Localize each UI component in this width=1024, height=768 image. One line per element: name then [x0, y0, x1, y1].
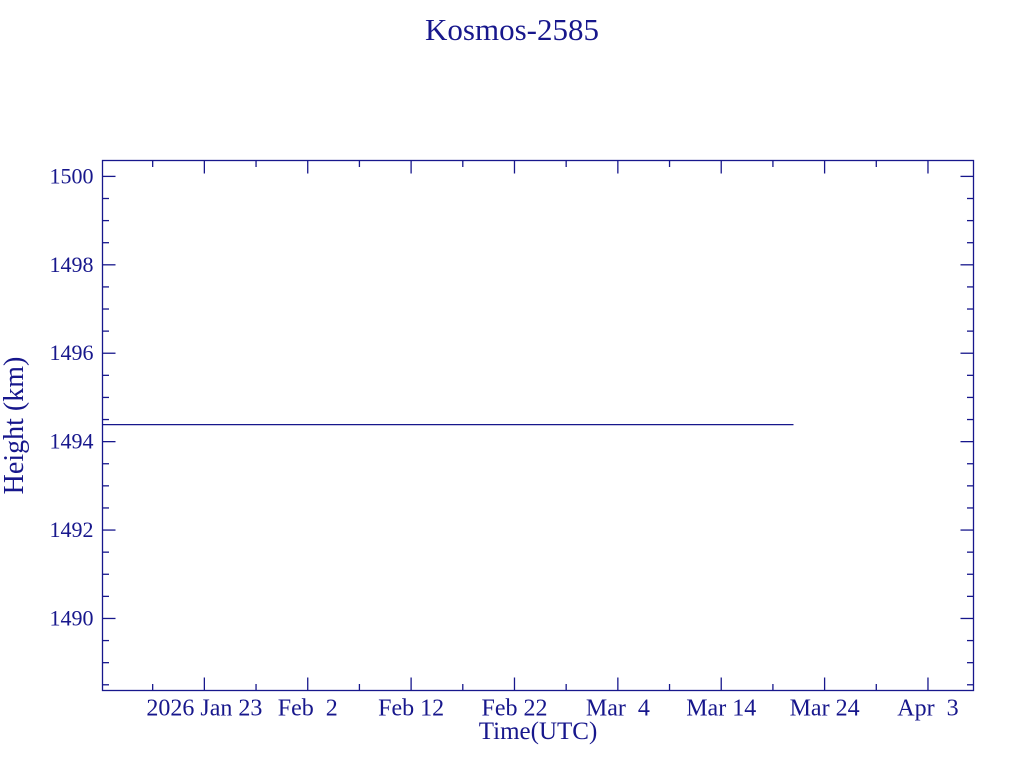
- svg-text:Feb 22: Feb 22: [481, 696, 547, 722]
- svg-text:Time(UTC): Time(UTC): [479, 718, 598, 745]
- svg-text:1498: 1498: [50, 252, 94, 277]
- svg-text:1494: 1494: [50, 429, 94, 454]
- svg-text:Mar 14: Mar 14: [686, 696, 756, 722]
- svg-text:Apr 3: Apr 3: [897, 696, 958, 722]
- svg-text:Mar 24: Mar 24: [790, 696, 860, 722]
- svg-text:Mar 4: Mar 4: [586, 696, 650, 722]
- svg-text:1492: 1492: [50, 517, 94, 542]
- svg-text:2026 Jan 23: 2026 Jan 23: [146, 696, 262, 722]
- svg-text:Feb 2: Feb 2: [278, 696, 338, 722]
- svg-text:Kosmos-2585: Kosmos-2585: [425, 12, 599, 47]
- svg-text:1490: 1490: [50, 605, 94, 630]
- svg-text:1496: 1496: [50, 340, 94, 365]
- svg-text:Feb 12: Feb 12: [378, 696, 444, 722]
- svg-text:Height (km): Height (km): [0, 357, 30, 495]
- svg-text:1500: 1500: [50, 163, 94, 188]
